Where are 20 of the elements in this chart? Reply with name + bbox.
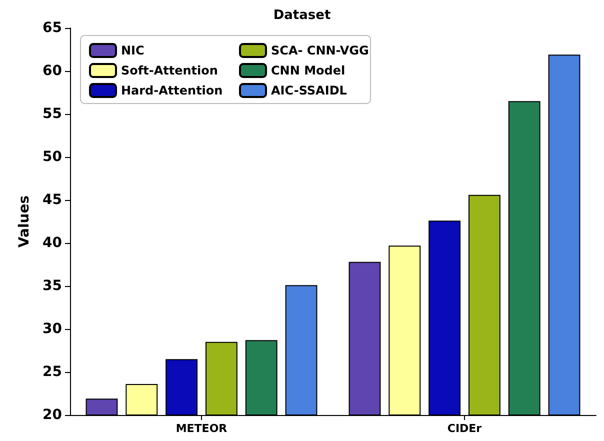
legend-label: SCA- CNN-VGG	[271, 44, 369, 58]
x-tick-label: CIDEr	[447, 422, 482, 435]
y-tick-label: 45	[42, 192, 62, 208]
y-axis-title: Values	[16, 195, 33, 248]
y-tick-label: 20	[42, 407, 62, 423]
y-tick-label: 50	[42, 149, 62, 165]
legend-label: NIC	[121, 44, 145, 58]
y-tick-label: 65	[42, 20, 62, 36]
legend-label: CNN Model	[271, 64, 346, 78]
legend-label: AIC-SSAIDL	[271, 84, 348, 98]
y-tick-label: 30	[42, 321, 62, 337]
y-tick-label: 25	[42, 364, 62, 380]
legend-label: Soft-Attention	[121, 64, 218, 78]
x-tick-label: METEOR	[176, 422, 228, 435]
y-tick-label: 60	[42, 63, 62, 79]
y-tick-label: 55	[42, 106, 62, 122]
y-tick-label: 40	[42, 235, 62, 251]
chart-title: Dataset	[273, 8, 331, 23]
y-tick-label: 35	[42, 278, 62, 294]
legend-label: Hard-Attention	[121, 84, 223, 98]
